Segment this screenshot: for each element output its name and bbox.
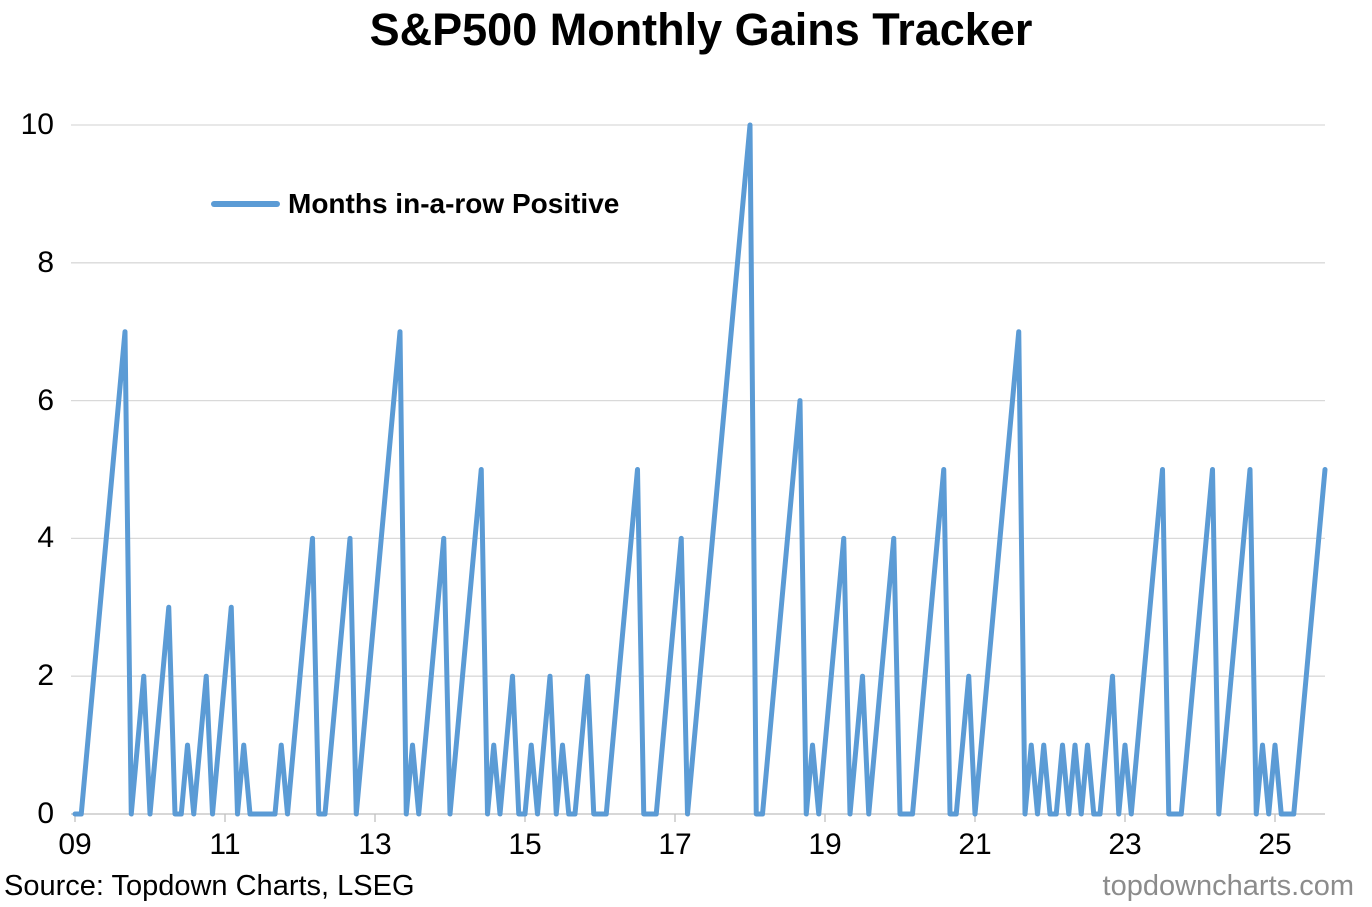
legend-label: Months in-a-row Positive: [288, 188, 620, 219]
y-tick-label: 8: [37, 245, 54, 279]
y-tick-label: 0: [37, 797, 54, 830]
x-tick-label: 13: [358, 828, 392, 861]
y-tick-label: 4: [37, 521, 54, 555]
x-tick-label: 15: [508, 828, 542, 861]
x-tick-label: 23: [1108, 828, 1142, 861]
y-tick-label: 10: [20, 108, 54, 141]
x-tick-label: 11: [209, 828, 241, 861]
watermark: topdowncharts.com: [1102, 870, 1354, 902]
x-tick-label: 21: [958, 828, 992, 861]
x-tick-label: 19: [808, 828, 842, 861]
y-tick-label: 6: [37, 383, 54, 417]
legend-line-swatch: [211, 201, 280, 207]
legend: Months in-a-row Positive: [211, 188, 619, 220]
y-tick-label: 2: [37, 659, 54, 693]
x-tick-label: 17: [658, 828, 692, 861]
x-tick-label: 09: [58, 828, 92, 861]
series-line: [72, 122, 1328, 817]
source-note: Source: Topdown Charts, LSEG: [4, 870, 415, 902]
chart-title: S&P500 Monthly Gains Tracker: [369, 4, 1033, 55]
x-tick-label: 25: [1258, 828, 1292, 861]
